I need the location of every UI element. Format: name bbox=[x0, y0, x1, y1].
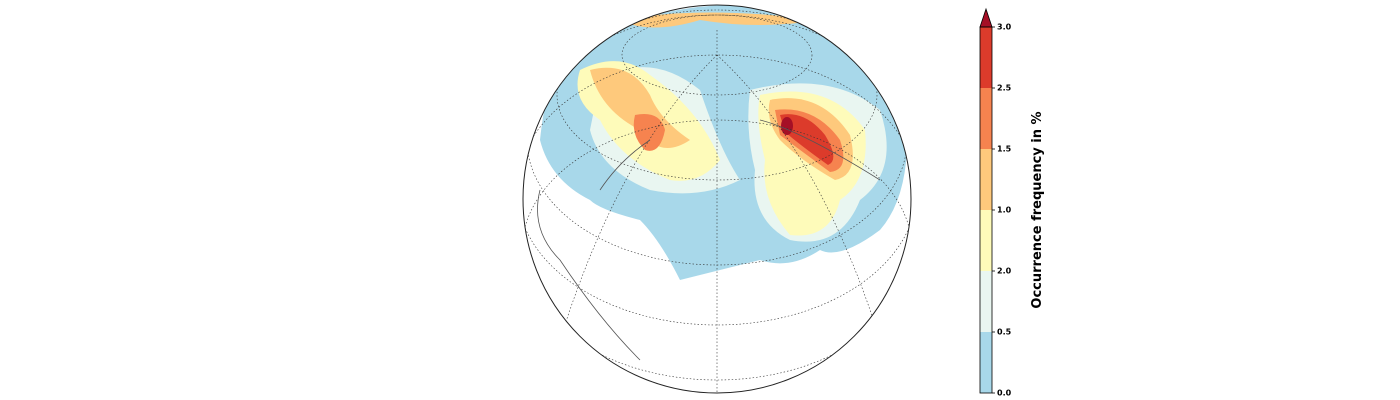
colorbar-segment bbox=[980, 332, 992, 393]
colorbar: 0.0 0.5 2.0 1.0 1.5 2.5 3.0 bbox=[979, 7, 1012, 398]
colorbar-tick-label: 0.0 bbox=[997, 389, 1012, 398]
colorbar-tick-label: 1.5 bbox=[997, 145, 1012, 154]
colorbar-label: Occurrence frequency in % bbox=[1030, 111, 1045, 308]
field-orange bbox=[590, 67, 690, 148]
coastline bbox=[537, 119, 881, 361]
colorbar-tick-label: 1.0 bbox=[997, 206, 1012, 215]
colorbar-segment bbox=[980, 149, 992, 210]
colorbar-segment bbox=[980, 271, 992, 332]
colorbar-tick-label: 0.5 bbox=[997, 328, 1012, 337]
field-red bbox=[633, 114, 665, 151]
field-orange bbox=[620, 12, 820, 28]
colorbar-tick-label: 2.0 bbox=[997, 267, 1012, 276]
colorbar-segment bbox=[980, 210, 992, 271]
field-darkred bbox=[780, 114, 834, 165]
field-max bbox=[781, 117, 793, 135]
colorbar-extend bbox=[979, 7, 993, 28]
colorbar-tick-label: 2.5 bbox=[997, 84, 1012, 93]
colorbar-segment bbox=[980, 88, 992, 149]
globe-outline bbox=[522, 4, 912, 394]
colorbar-tick-label: 3.0 bbox=[997, 23, 1012, 32]
globe bbox=[523, 5, 911, 393]
colorbar-segment bbox=[980, 27, 992, 88]
